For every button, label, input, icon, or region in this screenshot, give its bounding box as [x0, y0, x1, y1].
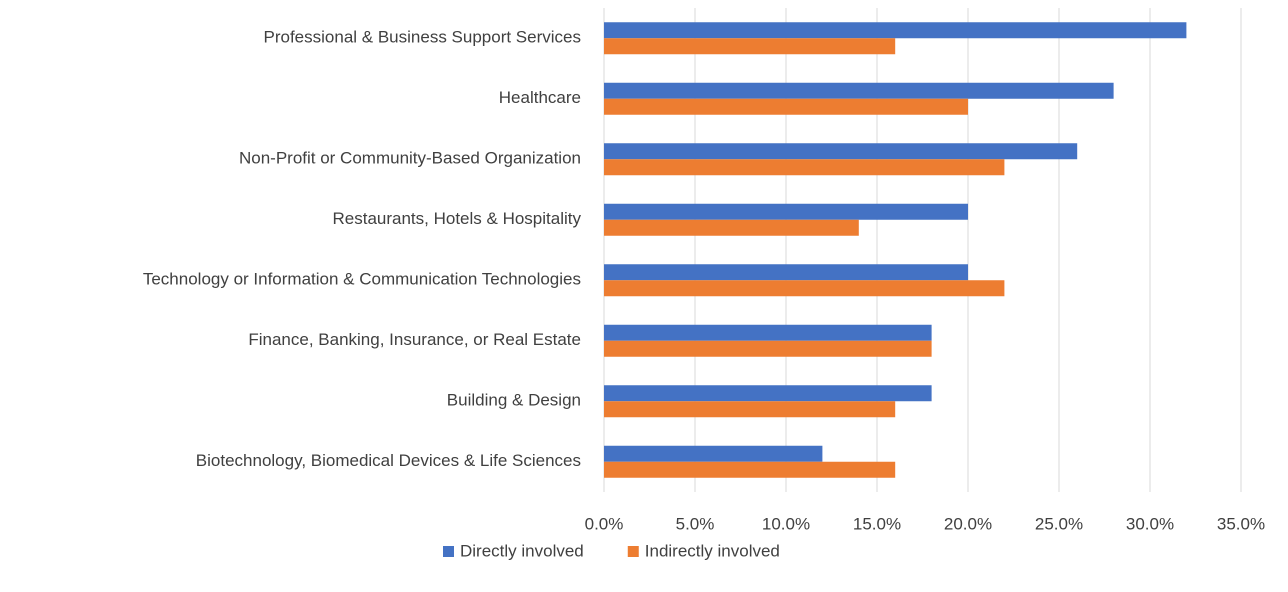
y-tick-label: Professional & Business Support Services: [264, 28, 582, 47]
x-tick-label: 15.0%: [853, 514, 901, 533]
bar: [604, 324, 932, 341]
bar: [604, 22, 1187, 39]
x-tick-label: 5.0%: [676, 514, 715, 533]
bar: [604, 38, 896, 55]
y-tick-label: Technology or Information & Communicatio…: [143, 270, 581, 289]
x-tick-label: 35.0%: [1217, 514, 1265, 533]
bar: [604, 340, 932, 357]
bar: [604, 401, 896, 418]
bar: [604, 264, 968, 281]
bar: [604, 98, 968, 115]
bar: [604, 461, 896, 478]
y-tick-label: Finance, Banking, Insurance, or Real Est…: [248, 330, 581, 349]
bar: [604, 203, 968, 220]
bar: [604, 280, 1005, 297]
bar: [604, 82, 1114, 99]
y-tick-label: Non-Profit or Community-Based Organizati…: [239, 149, 581, 168]
y-tick-label: Healthcare: [499, 88, 581, 107]
bar: [604, 385, 932, 402]
bar: [604, 219, 859, 236]
legend-swatch: [443, 546, 454, 557]
y-tick-label: Restaurants, Hotels & Hospitality: [333, 209, 582, 228]
x-tick-label: 25.0%: [1035, 514, 1083, 533]
x-tick-label: 20.0%: [944, 514, 992, 533]
x-tick-label: 30.0%: [1126, 514, 1174, 533]
bar: [604, 143, 1078, 160]
bar: [604, 445, 823, 462]
x-tick-label: 0.0%: [585, 514, 624, 533]
legend-swatch: [627, 546, 639, 557]
bar: [604, 159, 1005, 176]
y-tick-label: Biotechnology, Biomedical Devices & Life…: [196, 451, 581, 470]
legend-label: Indirectly involved: [645, 541, 780, 560]
x-tick-label: 10.0%: [762, 514, 810, 533]
y-tick-label: Building & Design: [447, 391, 581, 410]
legend-label: Directly involved: [460, 541, 584, 560]
